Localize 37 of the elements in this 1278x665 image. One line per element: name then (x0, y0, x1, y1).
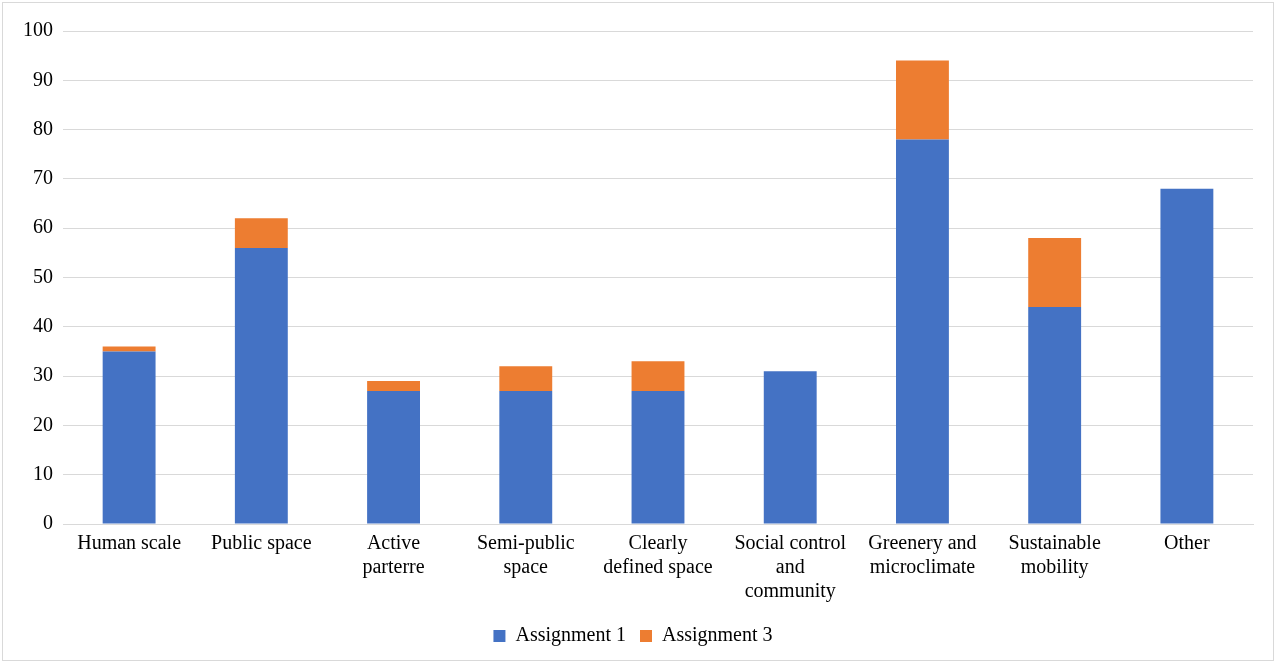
y-tick-label: 100 (23, 18, 53, 41)
bar (234, 218, 288, 248)
y-tick-label: 20 (33, 412, 53, 435)
bar (367, 381, 420, 391)
bar (102, 351, 156, 524)
legend-label: Assignment 3 (662, 623, 773, 647)
bar (367, 390, 420, 524)
y-tick-label: 50 (33, 264, 53, 287)
x-tick-label: Sustainable mobility (1008, 531, 1101, 579)
x-tick-label: Greenery and microclimate (868, 531, 977, 578)
bar (896, 60, 949, 140)
bar (631, 361, 685, 391)
y-tick-label: 90 (33, 67, 53, 90)
legend-label: Assignment 1 (515, 623, 627, 647)
y-tick-label: 70 (33, 166, 53, 189)
x-tick-label: Semi-public space (476, 531, 575, 579)
bar (499, 366, 553, 391)
x-tick-label: Human scale (77, 531, 182, 554)
bar (1160, 188, 1214, 524)
x-tick-label: Active parterre (362, 531, 425, 579)
y-tick-label: 60 (33, 215, 53, 238)
y-tick-label: 0 (43, 511, 53, 534)
y-tick-label: 10 (33, 461, 53, 484)
y-tick-label: 80 (33, 116, 53, 139)
bar (631, 390, 685, 524)
y-tick-label: 40 (33, 314, 53, 337)
y-tick-label: 30 (33, 363, 53, 386)
bar (1028, 238, 1082, 308)
bar (234, 247, 288, 524)
x-tick-label: Public space (211, 531, 312, 555)
x-tick-label: Other (1164, 531, 1210, 554)
bar (763, 371, 817, 524)
bar (499, 390, 553, 524)
x-tick-label: Clearly defined space (603, 531, 713, 579)
x-tick-label: Social control and community (734, 531, 847, 603)
bar (1028, 307, 1082, 524)
bar (896, 139, 949, 524)
